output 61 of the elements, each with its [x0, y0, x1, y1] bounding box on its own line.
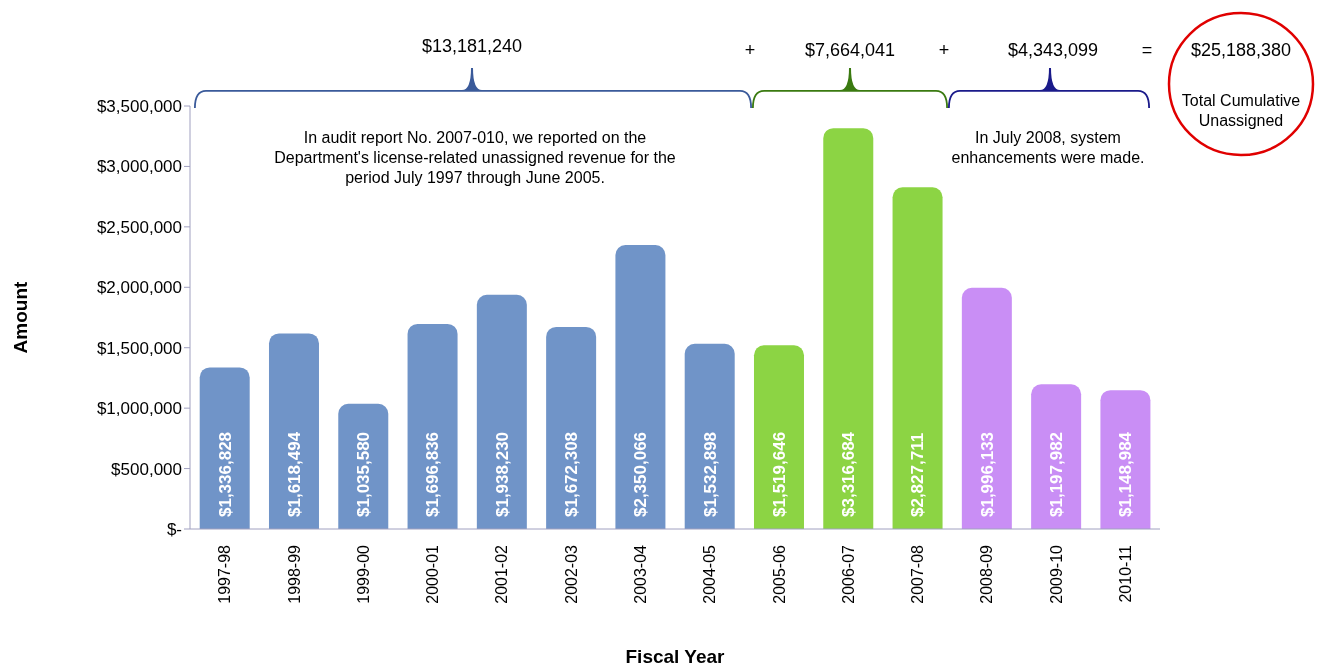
data-label: $1,618,494	[284, 431, 304, 517]
y-tick-label: $1,500,000	[96, 338, 182, 358]
text: Total Cumulative Unassigned	[1181, 90, 1301, 131]
data-label: $1,996,133	[977, 431, 997, 517]
bar	[407, 323, 458, 529]
data-label: $1,336,828	[215, 431, 235, 517]
text: $7,664,041	[803, 39, 897, 62]
bar	[199, 367, 250, 529]
x-tick-label: 2008-09	[978, 544, 996, 604]
bar	[546, 326, 597, 529]
x-tick-label: 2007-08	[909, 544, 927, 604]
data-label: $1,672,308	[562, 431, 582, 517]
text: +	[937, 39, 951, 62]
text: =	[1140, 39, 1154, 62]
data-label: $3,316,684	[839, 431, 859, 517]
y-tick-label: $-	[166, 520, 182, 540]
text: +	[743, 39, 757, 62]
y-tick-label: $1,000,000	[96, 399, 182, 419]
x-tick-label: 2000-01	[424, 544, 442, 604]
bar	[1031, 384, 1082, 529]
y-tick-label: $3,000,000	[96, 157, 182, 177]
text: $25,188,380	[1189, 39, 1293, 62]
data-label: $1,696,836	[423, 431, 443, 517]
bar	[268, 333, 319, 529]
x-tick-label: 2010-11	[1116, 544, 1134, 603]
y-tick-label: $2,500,000	[96, 217, 182, 237]
x-tick-label: 1999-00	[354, 544, 372, 604]
bar	[892, 187, 943, 529]
data-label: $2,350,066	[631, 431, 651, 517]
x-tick-label: 2001-02	[493, 544, 511, 604]
data-label: $1,519,646	[769, 431, 789, 517]
x-tick-label: 2004-05	[701, 544, 719, 604]
text: $13,181,240	[420, 35, 524, 58]
x-tick-label: 2002-03	[562, 544, 580, 604]
annotation: In audit report No. 2007-010, we reported on the Department's license-related unassigned revenue for the period July 1997 through June 2005.	[273, 127, 677, 188]
annotation: In July 2008, system enhancements were made.	[950, 127, 1146, 168]
data-label: $1,035,580	[354, 431, 374, 517]
y-tick-label: $500,000	[111, 459, 182, 479]
x-tick-label: 1997-98	[216, 544, 234, 604]
x-tick-label: 2003-04	[631, 544, 649, 604]
text: $4,343,099	[1006, 39, 1100, 62]
x-tick-label: 2009-10	[1047, 544, 1065, 604]
bar	[615, 244, 666, 529]
bar	[753, 345, 804, 529]
x-tick-label: 2006-07	[839, 544, 857, 604]
data-label: $1,938,230	[492, 431, 512, 517]
bar	[1100, 390, 1151, 529]
x-tick-label: 2005-06	[770, 544, 788, 604]
data-label: $1,197,982	[1047, 431, 1067, 517]
y-tick-label: $3,500,000	[96, 97, 182, 117]
bar	[823, 128, 874, 529]
x-tick-label: 1998-99	[285, 544, 303, 604]
y-tick-label: $2,000,000	[96, 278, 182, 298]
bar	[684, 343, 735, 529]
data-label: $1,148,984	[1116, 431, 1136, 517]
data-label: $2,827,711	[908, 432, 928, 517]
data-label: $1,532,898	[700, 431, 720, 517]
x-axis-title: Fiscal Year	[625, 646, 726, 665]
bar	[476, 294, 527, 529]
bar	[961, 287, 1012, 529]
y-axis-title: Amount	[9, 280, 31, 354]
